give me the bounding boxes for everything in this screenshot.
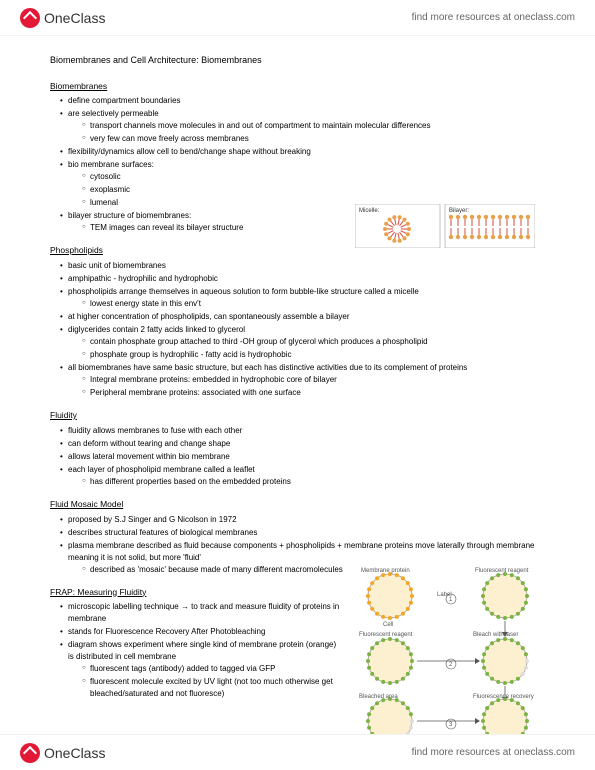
list-item: diglycerides contain 2 fatty acids linke… — [60, 324, 545, 361]
list-item: very few can move freely across membrane… — [82, 133, 545, 145]
svg-text:Micelle:: Micelle: — [359, 208, 380, 214]
svg-text:2: 2 — [449, 662, 453, 668]
list-item: are selectively permeable transport chan… — [60, 108, 545, 145]
svg-text:1: 1 — [449, 597, 453, 603]
list-item: lowest energy state in this env't — [82, 298, 545, 310]
list-item: phosphate group is hydrophilic - fatty a… — [82, 349, 545, 361]
heading-fmm: Fluid Mosaic Model — [50, 498, 545, 511]
footer-resources-link[interactable]: find more resources at oneclass.com — [412, 747, 575, 758]
list-item: contain phosphate group attached to thir… — [82, 336, 545, 348]
page-footer: OneClass find more resources at oneclass… — [0, 734, 595, 770]
svg-text:Fluorescent reagent: Fluorescent reagent — [475, 568, 529, 574]
logo-text: OneClass — [44, 745, 105, 761]
list-item: flexibility/dynamics allow cell to bend/… — [60, 146, 545, 158]
list-item: fluorescent tags (antibody) added to tag… — [82, 663, 340, 675]
heading-biomembranes: Biomembranes — [50, 80, 545, 93]
heading-fluidity: Fluidity — [50, 409, 545, 422]
list-item: each layer of phospholipid membrane call… — [60, 464, 545, 488]
logo-icon — [20, 743, 40, 763]
diagram-micelle-bilayer: Micelle: Bilayer: — [355, 204, 535, 248]
list-item: has different properties based on the em… — [82, 476, 545, 488]
list-item: can deform without tearing and change sh… — [60, 438, 545, 450]
list-item: define compartment boundaries — [60, 95, 545, 107]
logo-text: OneClass — [44, 10, 105, 26]
list-item: exoplasmic — [82, 184, 545, 196]
list-item: transport channels move molecules in and… — [82, 120, 545, 132]
list-item: proposed by S.J Singer and G Nicolson in… — [60, 514, 545, 526]
svg-text:Fluorescence recovery: Fluorescence recovery — [473, 694, 534, 700]
page-title: Biomembranes and Cell Architecture: Biom… — [50, 54, 545, 68]
list-item: diagram shows experiment where single ki… — [60, 639, 340, 700]
svg-text:Cell: Cell — [383, 622, 393, 628]
svg-text:Membrane protein: Membrane protein — [361, 568, 410, 574]
list-phospholipids: basic unit of biomembranes amphipathic -… — [50, 260, 545, 399]
list-item: stands for Fluorescence Recovery After P… — [60, 626, 340, 638]
brand-logo-footer[interactable]: OneClass — [20, 743, 105, 763]
list-item: basic unit of biomembranes — [60, 260, 545, 272]
logo-icon — [20, 8, 40, 28]
list-item: phospholipids arrange themselves in aque… — [60, 286, 545, 310]
diagram-frap: CellMembrane proteinFluorescent reagentL… — [355, 566, 555, 736]
list-item: fluidity allows membranes to fuse with e… — [60, 425, 545, 437]
document-body: Biomembranes and Cell Architecture: Biom… — [0, 36, 595, 741]
list-item: bio membrane surfaces: cytosolic exoplas… — [60, 159, 545, 209]
brand-logo[interactable]: OneClass — [20, 8, 105, 28]
list-frap: microscopic labelling technique → to tra… — [50, 601, 340, 700]
list-item: describes structural features of biologi… — [60, 527, 545, 539]
list-item: at higher concentration of phospholipids… — [60, 311, 545, 323]
svg-text:Fluorescent reagent: Fluorescent reagent — [359, 632, 413, 638]
page-header: OneClass find more resources at oneclass… — [0, 0, 595, 36]
list-item: amphipathic - hydrophilic and hydrophobi… — [60, 273, 545, 285]
list-item: allows lateral movement within bio membr… — [60, 451, 545, 463]
list-item: all biomembranes have same basic structu… — [60, 362, 545, 399]
svg-text:Bleached area: Bleached area — [359, 694, 398, 700]
svg-text:Bleach with laser: Bleach with laser — [473, 632, 518, 638]
list-item: fluorescent molecule excited by UV light… — [82, 676, 340, 700]
header-resources-link[interactable]: find more resources at oneclass.com — [412, 12, 575, 23]
svg-text:Bilayer:: Bilayer: — [449, 208, 469, 214]
list-item: Integral membrane proteins: embedded in … — [82, 374, 545, 386]
list-item: microscopic labelling technique → to tra… — [60, 601, 340, 625]
list-item: Peripheral membrane proteins: associated… — [82, 387, 545, 399]
svg-text:3: 3 — [449, 722, 453, 728]
list-fluidity: fluidity allows membranes to fuse with e… — [50, 425, 545, 488]
list-item: cytosolic — [82, 171, 545, 183]
